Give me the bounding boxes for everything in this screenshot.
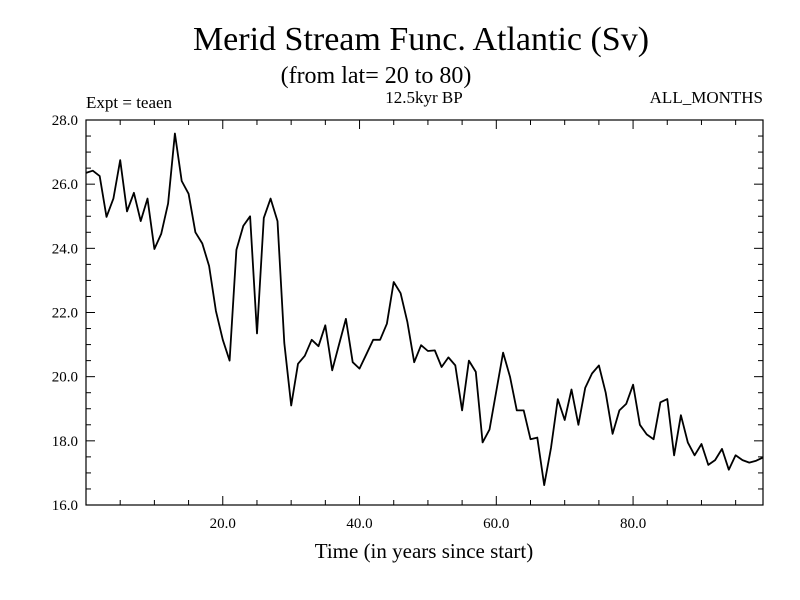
y-tick-label: 26.0: [52, 177, 78, 193]
x-tick-label: 40.0: [346, 516, 372, 532]
y-axis-tick-labels: 16.0 18.0 20.0 22.0 24.0 26.0 28.0: [52, 113, 78, 514]
y-tick-label: 18.0: [52, 434, 78, 450]
x-axis-label: Time (in years since start): [315, 539, 534, 563]
y-tick-label: 24.0: [52, 241, 78, 257]
x-axis-ticks: [119, 120, 737, 505]
y-axis-ticks: [86, 119, 763, 506]
months-label: ALL_MONTHS: [650, 88, 763, 107]
plot-frame: [85, 119, 764, 506]
chart-subtitle: (from lat= 20 to 80): [281, 63, 472, 89]
period-label: 12.5kyr BP: [385, 88, 462, 107]
series-line: [85, 132, 764, 487]
x-tick-label: 80.0: [620, 516, 646, 532]
experiment-label: Expt = teaen: [86, 93, 173, 112]
x-tick-label: 60.0: [483, 516, 509, 532]
y-tick-label: 22.0: [52, 306, 78, 322]
x-axis-tick-labels: 20.0 40.0 60.0 80.0: [210, 516, 647, 532]
x-tick-label: 20.0: [210, 516, 236, 532]
y-tick-label: 16.0: [52, 498, 78, 514]
chart-title: Merid Stream Func. Atlantic (Sv): [193, 21, 649, 58]
y-tick-label: 20.0: [52, 370, 78, 386]
y-tick-label: 28.0: [52, 113, 78, 129]
